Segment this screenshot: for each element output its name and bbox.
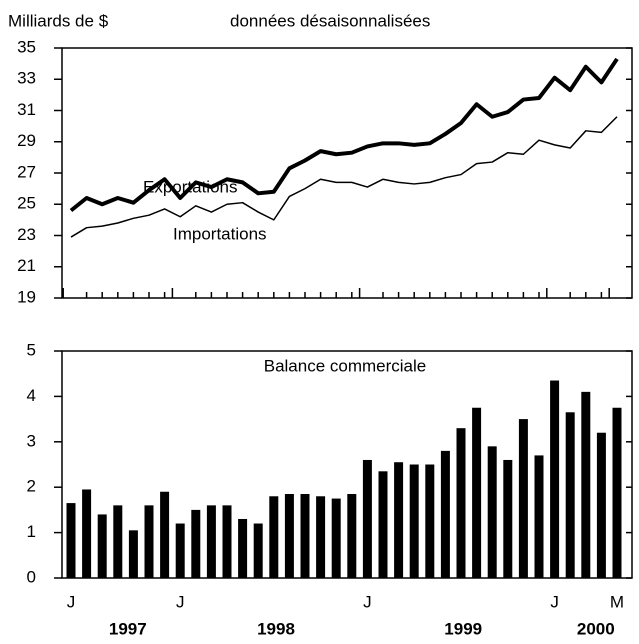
y-tick-label: 23	[17, 225, 36, 244]
bar	[160, 491, 170, 578]
bar	[316, 496, 326, 578]
bar	[362, 459, 372, 578]
plot-frame	[61, 350, 633, 579]
bar	[331, 498, 341, 578]
bar	[378, 471, 388, 578]
y-tick-label: 3	[27, 431, 36, 450]
bar	[487, 446, 497, 578]
year-label: 1997	[109, 619, 147, 638]
bar	[518, 419, 528, 578]
bar	[128, 530, 138, 578]
bar	[425, 464, 435, 578]
bar	[97, 514, 107, 578]
subtitle: données désaisonnalisées	[230, 11, 430, 30]
y-tick-label: 21	[17, 256, 36, 275]
y-tick-label: 5	[27, 340, 36, 359]
bar	[206, 505, 216, 578]
y-tick-label: 35	[17, 37, 36, 56]
y-axis-label: Milliards de $	[8, 11, 109, 30]
x-tick-label: J	[67, 592, 76, 611]
bar	[550, 380, 560, 578]
y-tick-label: 25	[17, 194, 36, 213]
bar	[113, 505, 123, 578]
line	[69, 57, 619, 213]
bar	[612, 407, 622, 578]
y-tick-label: 4	[27, 386, 36, 405]
bar	[409, 464, 419, 578]
bar	[191, 509, 201, 578]
y-tick-label: 19	[17, 287, 36, 306]
bar	[269, 496, 279, 578]
x-tick-label: J	[363, 592, 372, 611]
y-tick-label: 2	[27, 477, 36, 496]
year-label: 1999	[444, 619, 482, 638]
series-label: Importations	[173, 224, 267, 243]
y-tick-label: 33	[17, 69, 36, 88]
bar	[253, 523, 263, 578]
year-label: 2000	[577, 619, 615, 638]
y-tick-label: 27	[17, 162, 36, 181]
bar	[440, 450, 450, 578]
y-tick-label: 29	[17, 131, 36, 150]
y-tick-label: 31	[17, 100, 36, 119]
bar	[66, 503, 76, 578]
y-tick-label: 1	[27, 522, 36, 541]
x-tick-label: J	[176, 592, 185, 611]
x-tick-label: M	[610, 592, 624, 611]
bar	[503, 459, 513, 578]
bar	[581, 391, 591, 578]
bar	[394, 462, 404, 578]
bar	[175, 523, 185, 578]
bar	[238, 518, 248, 578]
bar	[565, 412, 575, 578]
x-tick-label: J	[550, 592, 559, 611]
bar	[472, 407, 482, 578]
bar	[347, 494, 357, 578]
year-label: 1998	[257, 619, 295, 638]
bar	[222, 505, 232, 578]
bar	[456, 428, 466, 578]
bar	[300, 494, 310, 578]
bar	[82, 489, 92, 578]
y-tick-label: 0	[27, 567, 36, 586]
line	[70, 116, 618, 238]
bar	[144, 505, 154, 578]
bar	[596, 432, 606, 578]
bar	[534, 455, 544, 578]
chart-title: Balance commerciale	[264, 356, 427, 375]
bar	[284, 494, 294, 578]
